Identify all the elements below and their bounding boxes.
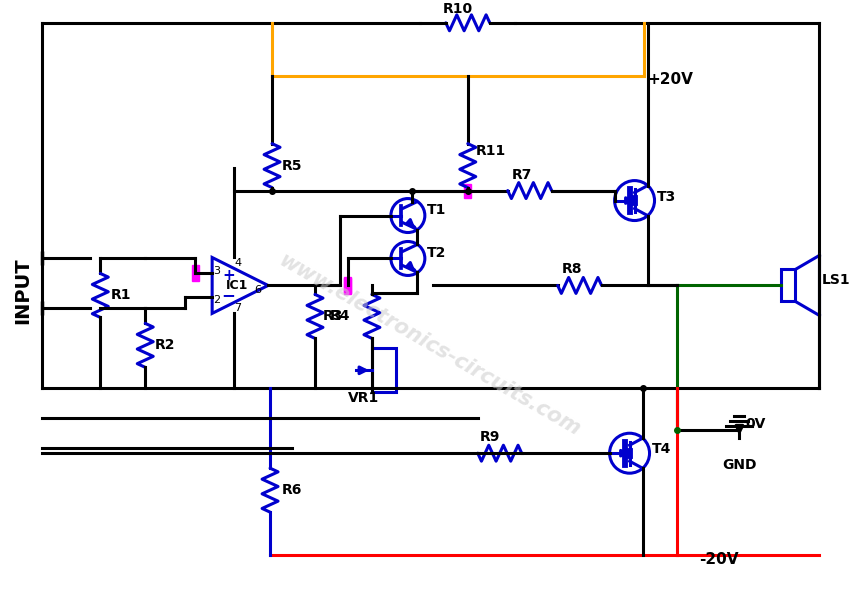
Text: R9: R9 <box>479 430 500 444</box>
Text: R6: R6 <box>282 483 302 497</box>
Text: +: + <box>222 268 235 283</box>
Text: LS1: LS1 <box>821 274 850 288</box>
Text: R5: R5 <box>282 159 302 173</box>
Text: 0V: 0V <box>746 418 766 431</box>
Text: R1: R1 <box>110 289 131 302</box>
Text: 3: 3 <box>214 266 221 276</box>
Text: www.electronics-circuits.com: www.electronics-circuits.com <box>276 250 584 440</box>
Text: R2: R2 <box>155 338 175 352</box>
Text: -20V: -20V <box>699 552 739 567</box>
Text: R8: R8 <box>562 262 582 277</box>
Bar <box>464 183 472 198</box>
Text: VR1: VR1 <box>348 391 379 406</box>
Text: IC1: IC1 <box>226 279 248 292</box>
Text: INPUT: INPUT <box>13 257 32 323</box>
Text: T3: T3 <box>657 189 675 204</box>
Text: 7: 7 <box>235 303 241 313</box>
Text: R3: R3 <box>323 310 343 323</box>
Text: R7: R7 <box>512 168 532 181</box>
Text: R11: R11 <box>476 144 506 158</box>
Text: −: − <box>222 286 235 304</box>
Text: T1: T1 <box>427 204 446 217</box>
Text: GND: GND <box>722 458 757 472</box>
Text: R10: R10 <box>443 2 473 16</box>
Bar <box>344 277 352 294</box>
Text: 2: 2 <box>214 295 221 305</box>
Text: R4: R4 <box>330 310 350 323</box>
Bar <box>344 279 352 295</box>
Text: +20V: +20V <box>647 72 693 87</box>
Text: 4: 4 <box>235 258 241 268</box>
Bar <box>192 265 199 282</box>
Text: 6: 6 <box>254 285 261 295</box>
Text: T2: T2 <box>427 246 446 261</box>
Text: T4: T4 <box>651 442 671 456</box>
